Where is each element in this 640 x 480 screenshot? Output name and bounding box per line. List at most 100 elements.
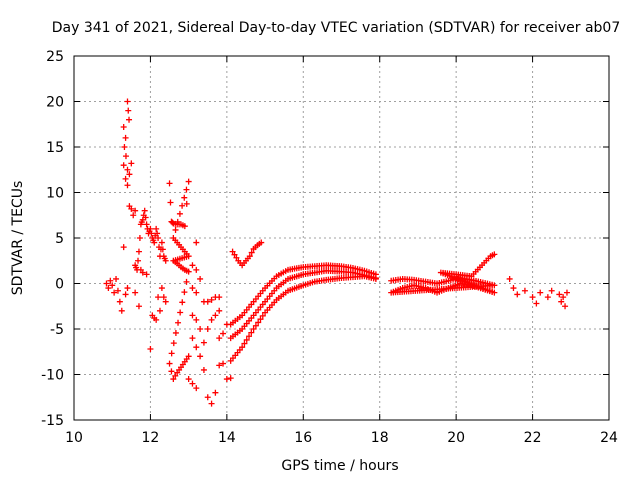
- data-point-scatter-1300-1400: [193, 239, 200, 246]
- data-point-tail-2100-2300: [548, 287, 555, 294]
- data-point-lower-1130-1230: [132, 289, 139, 296]
- data-point-lower-1130-1230: [160, 294, 167, 301]
- data-point-scatter-1300-1400: [204, 326, 211, 332]
- data-point-band-1230-1300: [167, 199, 174, 206]
- data-point-trace-lower: [372, 275, 379, 282]
- chart-title: Day 341 of 2021, Sidereal Day-to-day VTE…: [52, 20, 621, 36]
- data-point-tail-2100-2300: [521, 287, 528, 294]
- data-point-band-1230-1300: [185, 178, 192, 185]
- data-point-spike-1130: [124, 182, 131, 189]
- data-point-band-1130-1230: [147, 225, 154, 232]
- data-point-tail-2100-2300: [544, 294, 551, 301]
- data-point-bump-1415: [233, 254, 240, 261]
- data-point-cluster-early: [107, 277, 114, 284]
- data-point-scatter-1300-1400: [204, 394, 211, 401]
- data-point-bump-1415: [248, 249, 255, 256]
- data-point-band-1130-1230: [159, 246, 166, 253]
- x-tick-label: 18: [371, 430, 389, 446]
- data-point-scatter-1300-1400: [220, 330, 227, 337]
- data-point-tail-2100-2300: [506, 275, 513, 282]
- data-point-scatter-1300-1400: [220, 360, 227, 367]
- data-point-band-1230-1300: [176, 210, 183, 217]
- data-point-scatter-1300-1400: [204, 298, 211, 305]
- data-point-spike-1130: [120, 123, 127, 130]
- data-point-band-1130-1230: [148, 230, 155, 237]
- data-point-band-1230-1300: [183, 278, 190, 285]
- data-point-tail-2100-2300: [529, 294, 536, 301]
- data-point-lower-1130-1230: [155, 294, 162, 301]
- data-point-band-1130-1230: [136, 235, 143, 241]
- x-tick-label: 22: [524, 430, 542, 446]
- data-point-scatter-1300-1400: [189, 262, 196, 269]
- data-point-tail-2100-2300: [514, 291, 521, 298]
- data-point-band-1230-1300: [181, 289, 188, 296]
- data-point-scatter-1300-1400: [193, 316, 200, 323]
- x-tick-label: 20: [447, 430, 465, 446]
- data-point-scatter-1300-1400: [216, 335, 223, 342]
- data-point-scatter-1300-1400: [200, 366, 207, 373]
- x-tick-label: 12: [142, 430, 160, 446]
- data-point-scatter-1300-1400: [208, 316, 215, 323]
- data-point-band-1230-1300: [168, 368, 175, 375]
- data-point-lower-1130-1230: [135, 303, 142, 310]
- data-point-band-1130-1230: [162, 257, 169, 264]
- y-tick-label: 0: [55, 277, 64, 293]
- x-tick-label: 10: [65, 430, 83, 446]
- data-point-scatter-1300-1400: [197, 353, 204, 360]
- data-point-band-1230-1300: [172, 226, 179, 233]
- data-point-band-1230-1300: [170, 340, 177, 347]
- data-point-scatter-1300-1400: [185, 376, 192, 383]
- data-point-band-1230-1300: [179, 299, 186, 306]
- data-point-band-1130-1230: [141, 207, 148, 214]
- data-point-lower-1130-1230: [156, 307, 163, 314]
- data-point-tail-2100-2300: [510, 285, 517, 292]
- data-point-scatter-1300-1400: [216, 294, 223, 301]
- data-point-spike-1130: [130, 212, 137, 219]
- data-point-trace-lower: [246, 333, 253, 340]
- data-point-cluster-early: [114, 287, 121, 294]
- data-point-spike-1130: [121, 144, 128, 150]
- data-point-scatter-1300-1400: [193, 289, 200, 296]
- y-tick-label: -15: [41, 413, 64, 429]
- data-point-band-1230-1300: [183, 200, 190, 207]
- data-point-spike-1130: [128, 205, 135, 212]
- data-point-lower-1130-1230: [143, 271, 150, 278]
- data-point-band-1230-1300: [185, 353, 192, 360]
- data-point-cluster-early: [111, 289, 118, 296]
- data-point-cluster-early: [109, 282, 116, 289]
- data-point-scatter-1300-1400: [212, 389, 219, 396]
- data-point-lower-1130-1230: [153, 316, 160, 323]
- y-tick-label: 20: [46, 95, 64, 111]
- data-point-trace-lower: [257, 316, 264, 323]
- data-point-spike-1130: [126, 171, 133, 178]
- data-point-trace-lower: [250, 326, 257, 332]
- data-point-band-1230-1300: [168, 350, 175, 357]
- data-point-tail-2100-2300: [563, 289, 570, 296]
- data-point-scatter-1300-1400: [193, 266, 200, 273]
- data-point-scatter-1300-1400: [197, 275, 204, 282]
- data-point-trace-lower: [239, 344, 246, 351]
- data-point-cluster-early: [103, 280, 110, 287]
- data-point-cluster-early: [122, 291, 129, 298]
- data-point-spike-1130: [122, 134, 129, 141]
- data-point-scatter-1300-1400: [216, 307, 223, 314]
- data-point-band-1130-1230: [151, 239, 158, 246]
- y-tick-label: -10: [41, 368, 64, 384]
- data-point-band-1230-1300: [181, 194, 188, 201]
- y-tick-label: -5: [50, 322, 64, 338]
- x-axis-label: GPS time / hours: [281, 458, 398, 474]
- data-point-scatter-1300-1400: [189, 335, 196, 342]
- data-point-band-1130-1230: [143, 221, 150, 228]
- data-point-scatter-1300-1400: [189, 312, 196, 319]
- data-point-band-1130-1230: [154, 230, 161, 237]
- data-point-band-1130-1230: [158, 239, 165, 246]
- data-point-band-1130-1230: [135, 257, 142, 264]
- data-point-cluster-early: [120, 244, 127, 251]
- data-point-lower-1130-1230: [147, 346, 154, 353]
- data-point-band-1230-1300: [181, 223, 188, 230]
- data-point-band-1230-1300: [174, 218, 181, 225]
- x-tick-label: 14: [218, 430, 236, 446]
- data-point-band-1230-1300: [179, 202, 186, 209]
- y-tick-label: 15: [46, 140, 64, 156]
- data-point-spike-1130: [122, 175, 129, 182]
